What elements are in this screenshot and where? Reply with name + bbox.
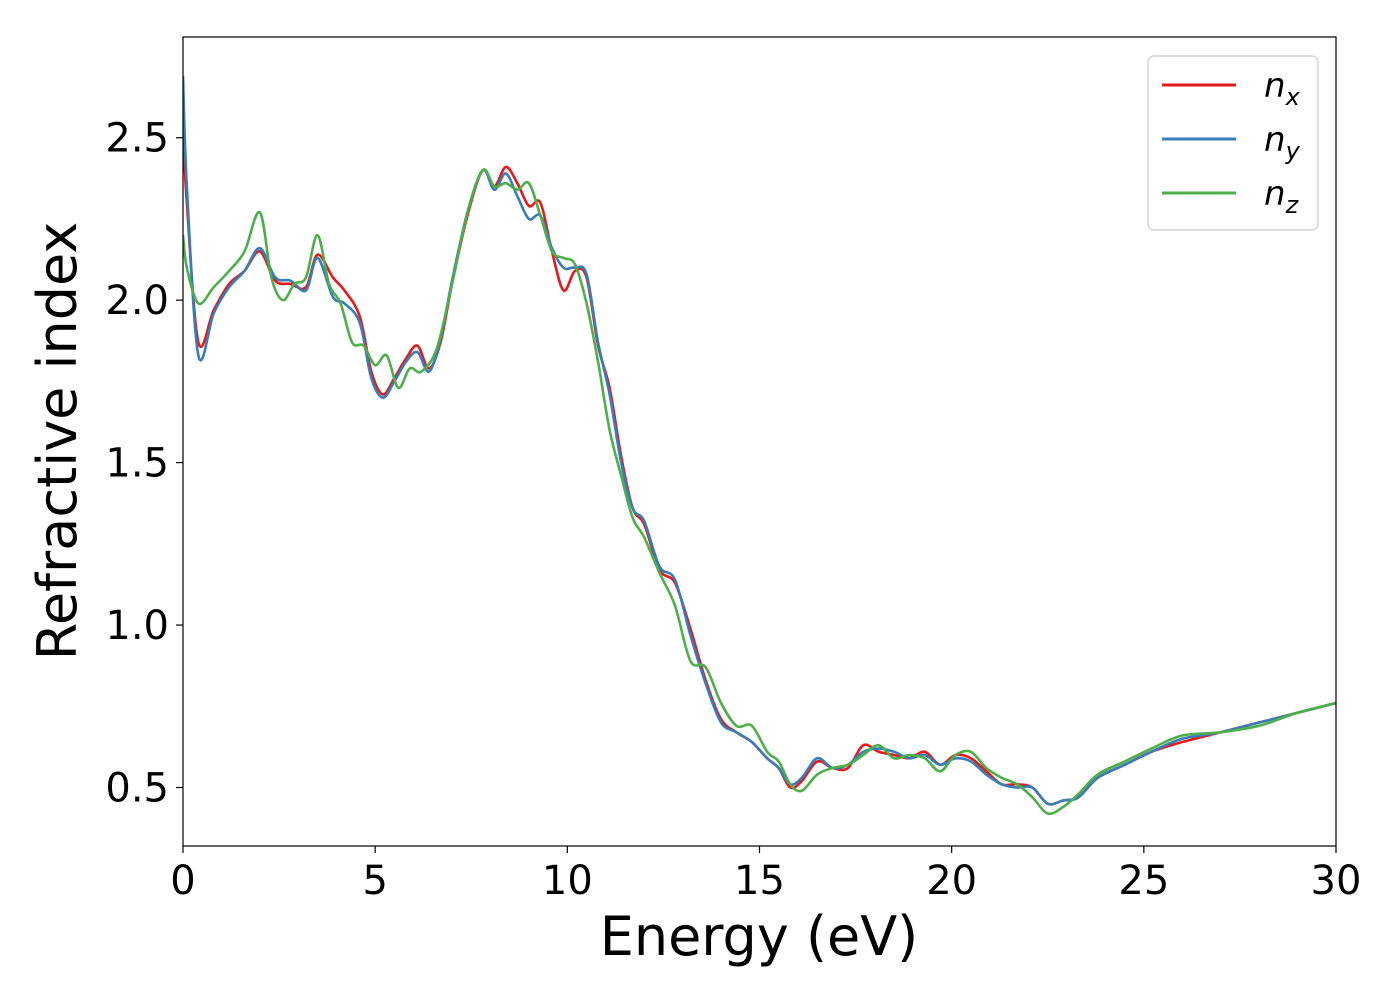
legend-box: [1147, 55, 1319, 231]
y-axis-ticks: 0.5 1.0 1.5 2.0 2.5: [105, 116, 183, 812]
y-tick-label: 1.5: [105, 441, 169, 487]
y-tick-label: 2.0: [105, 278, 169, 324]
x-tick-label: 5: [362, 858, 387, 904]
y-tick-label: 0.5: [105, 766, 169, 812]
series-layer: [183, 75, 1336, 816]
x-tick-label: 0: [170, 858, 195, 904]
x-tick-label: 20: [926, 858, 977, 904]
legend: nx ny nz: [1147, 55, 1319, 231]
series-line-nz: [183, 168, 1336, 816]
legend-label-ny: ny: [1264, 120, 1301, 165]
x-tick-label: 30: [1311, 858, 1362, 904]
legend-label-nx: nx: [1264, 66, 1301, 111]
y-tick-label: 1.0: [105, 603, 169, 649]
x-tick-label: 10: [542, 858, 593, 904]
y-axis-label: Refractive index: [26, 222, 89, 661]
x-tick-label: 25: [1118, 858, 1169, 904]
legend-label-nz: nz: [1264, 174, 1300, 219]
x-tick-label: 15: [734, 858, 785, 904]
y-tick-label: 2.5: [105, 116, 169, 162]
x-axis-ticks: 0 5 10 15 20 25 30: [170, 846, 1361, 904]
x-axis-label: Energy (eV): [600, 905, 919, 968]
series-line-nx: [183, 131, 1336, 806]
